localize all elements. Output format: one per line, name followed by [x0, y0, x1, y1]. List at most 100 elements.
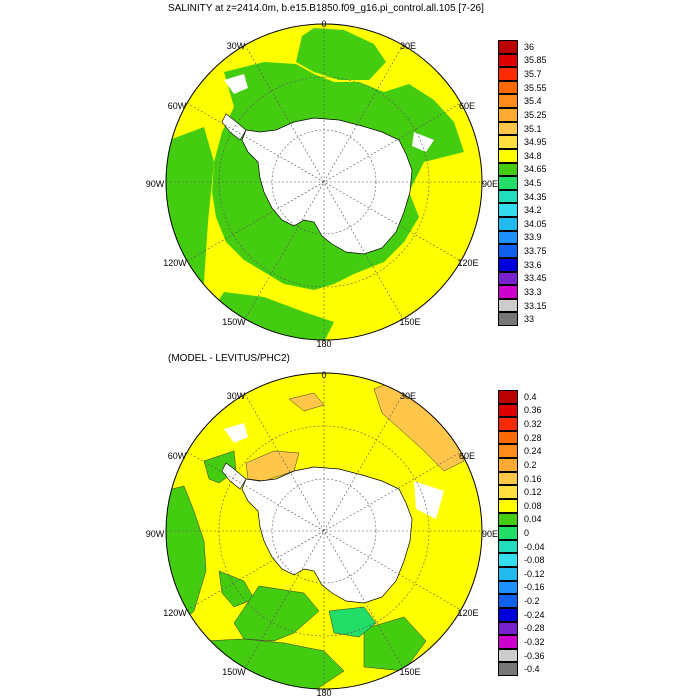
lon-label-60e: 60E: [458, 101, 476, 111]
colorbar-swatch: [498, 458, 518, 472]
colorbar-level-label: 0.36: [524, 405, 542, 416]
colorbar-level-label: -0.2: [524, 596, 540, 607]
colorbar-swatch: [498, 312, 518, 326]
colorbar-swatch: [498, 553, 518, 568]
colorbar-level-label: 34.35: [524, 191, 547, 202]
colorbar-level-label: 33.15: [524, 300, 547, 311]
land-patch: [412, 132, 434, 152]
salinity-band-34-8: [296, 28, 386, 80]
lon-label-90e: 90E: [481, 529, 499, 539]
colorbar-swatch: [498, 498, 518, 513]
colorbar-level-label: 0.2: [524, 459, 537, 470]
colorbar-swatch: [498, 108, 518, 122]
colorbar-swatch: [498, 257, 518, 272]
colorbar-level-label: -0.04: [524, 541, 545, 552]
colorbar-swatch: [498, 403, 518, 418]
colorbar-swatch: [498, 417, 518, 431]
colorbar-level-label: 0.04: [524, 514, 542, 525]
lon-label-30w: 30W: [226, 391, 246, 401]
colorbar-swatch: [498, 135, 518, 149]
antarctica-landmass: [241, 466, 413, 604]
lon-label-150w: 150W: [222, 667, 246, 677]
colorbar-difference: 0.4 0.36 0.32 0.28 0.24 0.2 0.16 0.12 0.08 0.04 0 -…: [498, 390, 545, 676]
colorbar-level-label: -0.16: [524, 582, 545, 593]
colorbar-level-label: 33.45: [524, 273, 547, 284]
colorbar-swatch: [498, 148, 518, 163]
polar-salinity-map: [165, 23, 483, 341]
lon-label-150e: 150E: [399, 667, 421, 677]
land-patch: [414, 481, 444, 519]
colorbar-level-label: -0.36: [524, 650, 545, 661]
colorbar-swatch: [498, 121, 518, 136]
lon-label-30e: 30E: [399, 391, 417, 401]
colorbar-swatch: [498, 485, 518, 499]
lon-label-90w: 90W: [145, 529, 165, 539]
colorbar-swatch: [498, 471, 518, 486]
colorbar-level-label: 36: [524, 41, 535, 52]
colorbar-swatch: [498, 648, 518, 663]
colorbar-level-label: 35.1: [524, 123, 542, 134]
colorbar-level-label: 35.55: [524, 82, 547, 93]
colorbar-swatch: [498, 594, 518, 608]
colorbar-level-label: 0: [524, 528, 530, 538]
colorbar-level-label: 35.85: [524, 55, 547, 66]
salinity-band-34-8: [166, 127, 214, 340]
colorbar-level-label: 0.32: [524, 419, 542, 430]
colorbar-level-label: 33.9: [524, 232, 542, 243]
difference-band-0-08: [363, 616, 427, 672]
colorbar-level-label: 34.95: [524, 137, 547, 148]
colorbar-swatch: [498, 390, 518, 404]
colorbar-swatch: [498, 217, 518, 231]
colorbar-swatch: [498, 94, 518, 109]
land-patch: [224, 74, 248, 94]
colorbar-level-label: 0.4: [524, 391, 537, 402]
colorbar-level-label: -0.08: [524, 555, 545, 566]
colorbar-level-label: -0.32: [524, 636, 545, 647]
colorbar-swatch: [498, 512, 518, 527]
colorbar-level-label: -0.12: [524, 568, 545, 579]
colorbar-level-label: 33.75: [524, 246, 547, 257]
colorbar-level-label: -0.4: [524, 664, 540, 675]
colorbar-swatch: [498, 40, 518, 54]
antarctica-landmass: [241, 117, 413, 255]
colorbar-swatch: [498, 271, 518, 286]
lon-label-120w: 120W: [163, 608, 187, 618]
lon-label-120w: 120W: [163, 258, 187, 268]
polar-difference-map: [165, 372, 483, 690]
colorbar-swatch: [498, 662, 518, 676]
colorbar-level-label: 33: [524, 314, 535, 325]
colorbar-level-label: 34.8: [524, 150, 542, 161]
colorbar-level-label: 0.16: [524, 473, 542, 484]
colorbar-swatch: [498, 430, 518, 445]
colorbar-swatch: [498, 539, 518, 554]
lon-label-0: 0: [321, 19, 327, 29]
colorbar-level-label: -0.28: [524, 623, 545, 634]
lon-label-180: 180: [316, 339, 332, 349]
colorbar-level-label: 33.3: [524, 286, 542, 297]
lon-label-30e: 30E: [399, 41, 417, 51]
colorbar-swatch: [498, 176, 518, 190]
lon-label-60e: 60E: [458, 451, 476, 461]
lon-label-150e: 150E: [399, 317, 421, 327]
colorbar-swatch: [498, 526, 518, 540]
colorbar-level-label: 34.05: [524, 218, 547, 229]
colorbar-swatch: [498, 635, 518, 649]
colorbar-swatch: [498, 580, 518, 595]
colorbar-swatch: [498, 244, 518, 258]
colorbar-swatch: [498, 67, 518, 81]
colorbar-swatch: [498, 80, 518, 95]
colorbar-level-label: 0.12: [524, 487, 542, 498]
colorbar-swatch: [498, 444, 518, 459]
colorbar-level-label: 0.24: [524, 446, 542, 457]
land-patch: [224, 423, 248, 443]
lon-label-60w: 60W: [167, 101, 187, 111]
colorbar-level-label: 0.08: [524, 500, 542, 511]
colorbar-swatch: [498, 230, 518, 245]
colorbar-swatch: [498, 203, 518, 218]
colorbar-swatch: [498, 53, 518, 68]
lon-label-180: 180: [316, 688, 332, 698]
lon-label-30w: 30W: [226, 41, 246, 51]
lon-label-90e: 90E: [481, 179, 499, 189]
lon-label-0: 0: [321, 370, 327, 380]
colorbar-level-label: 35.4: [524, 96, 542, 107]
